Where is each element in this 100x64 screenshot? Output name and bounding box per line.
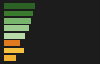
Bar [4, 3, 35, 9]
Bar [4, 25, 29, 31]
Bar [4, 18, 31, 24]
Bar [4, 48, 24, 53]
Bar [4, 33, 25, 39]
Bar [4, 40, 20, 46]
Bar [4, 55, 16, 61]
Bar [4, 11, 33, 16]
